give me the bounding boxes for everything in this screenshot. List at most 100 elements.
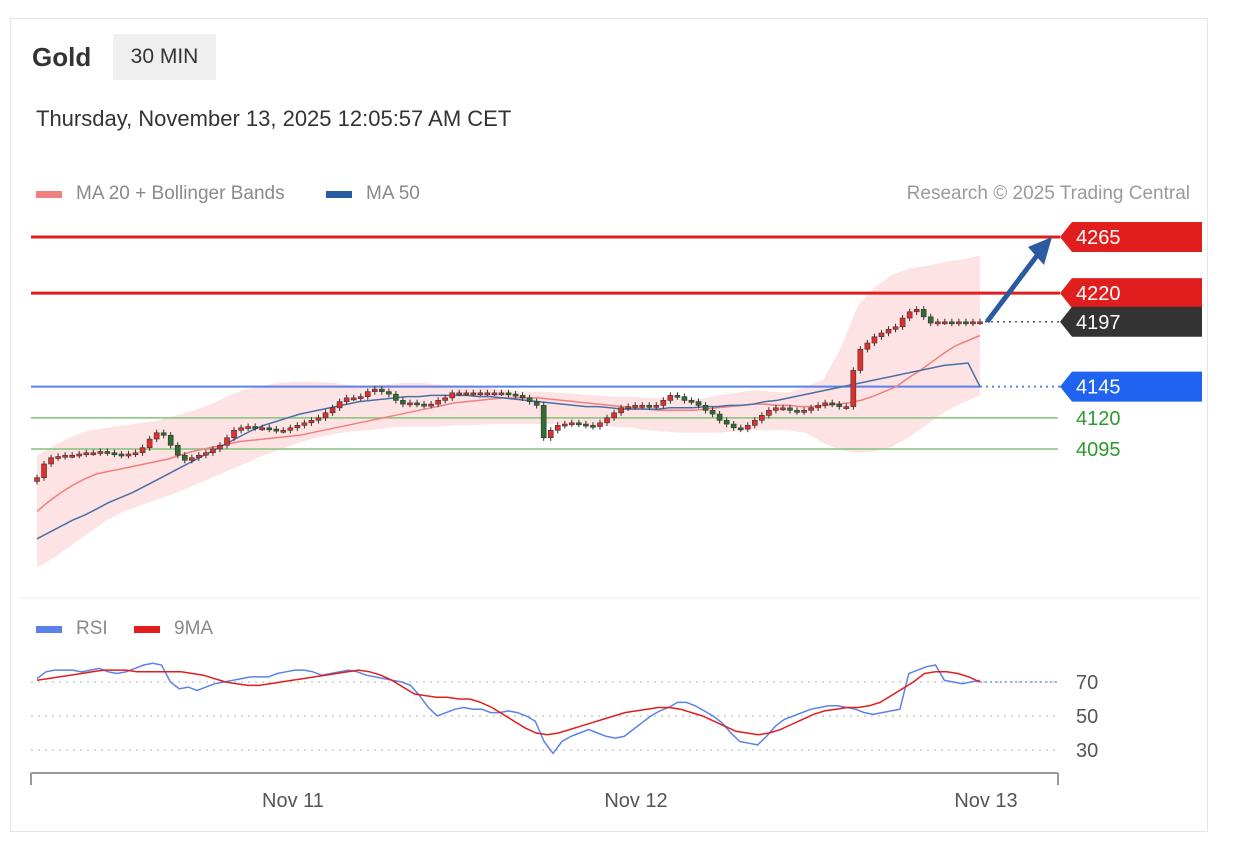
resistance-2-tag-label: 4265 (1076, 227, 1121, 249)
candle (737, 427, 744, 431)
candle (934, 321, 941, 325)
candle (878, 332, 885, 338)
candle (695, 401, 702, 406)
candle (294, 425, 301, 429)
candle (491, 392, 498, 396)
ma20-swatch (36, 190, 62, 198)
candle (217, 444, 223, 450)
candle (871, 336, 878, 344)
candle (287, 427, 294, 431)
candle (744, 425, 751, 430)
candle (104, 451, 111, 454)
candle (343, 397, 350, 402)
legend-ma50: MA 50 (326, 183, 420, 205)
legend-ma20-label: MA 20 + Bollinger Bands (76, 183, 285, 204)
target-arrow-head (1028, 237, 1052, 265)
candle (970, 321, 976, 325)
candle (336, 401, 343, 409)
candle (681, 396, 688, 401)
candle (189, 457, 195, 461)
candle (942, 321, 948, 325)
candle (716, 413, 723, 421)
candle (597, 422, 603, 427)
legend-rsi-label: RSI (76, 618, 108, 639)
support-tag-label: 4145 (1076, 377, 1121, 399)
candle (533, 401, 540, 406)
legend-rsi-ma: 9MA (134, 618, 213, 640)
candle (625, 406, 631, 409)
candle (118, 453, 125, 457)
candle (435, 400, 441, 405)
candle (90, 452, 97, 456)
candle (55, 456, 61, 459)
candle (174, 444, 181, 456)
ma50-swatch (326, 190, 352, 198)
candle (653, 405, 660, 408)
timeframe-badge[interactable]: 30 MIN (113, 34, 216, 80)
candle (139, 447, 146, 454)
candle (808, 407, 814, 411)
legend-ma20: MA 20 + Bollinger Bands (36, 183, 285, 205)
candle (892, 326, 899, 330)
candle (913, 309, 920, 313)
candle (231, 429, 237, 439)
candle (477, 392, 484, 396)
legend-rsi-ma-label: 9MA (174, 618, 214, 639)
candle (850, 370, 857, 407)
target-arrow (985, 247, 1044, 324)
support-tag (1060, 371, 1202, 402)
candle (822, 402, 828, 406)
candle (421, 403, 427, 407)
candle (456, 392, 463, 396)
candle (829, 402, 836, 406)
pivot-2-tag-label: 4095 (1076, 439, 1121, 461)
candle (540, 405, 547, 439)
candle (864, 342, 871, 350)
candle (322, 412, 329, 419)
candle (963, 321, 969, 325)
candle (153, 432, 160, 440)
candle (379, 388, 385, 392)
candle (400, 400, 406, 405)
candle (702, 405, 709, 411)
candle (301, 422, 308, 426)
candle (484, 392, 491, 396)
x-axis-label: Nov 13 (954, 790, 1017, 812)
candle (371, 388, 378, 392)
candle (407, 402, 413, 406)
candle (238, 427, 244, 431)
candle (512, 393, 519, 397)
candle (660, 400, 667, 406)
candle (836, 403, 843, 407)
candle (632, 405, 638, 408)
candle (167, 434, 174, 446)
candle (885, 328, 892, 334)
pivot-1-tag-label: 4120 (1076, 408, 1121, 430)
candle (498, 392, 505, 396)
candle (773, 407, 779, 411)
candle (899, 317, 906, 328)
candle (956, 321, 962, 325)
candle (203, 452, 209, 456)
candle (62, 454, 68, 458)
candle (794, 410, 800, 413)
candle (857, 348, 864, 371)
candle (766, 410, 772, 416)
candle (181, 454, 188, 461)
candle (69, 454, 75, 458)
candle (393, 393, 399, 401)
rsi-tick-label: 70 (1076, 672, 1098, 694)
candle (280, 429, 287, 433)
research-credit: Research © 2025 Trading Central (906, 183, 1190, 204)
candle (604, 417, 610, 424)
candle (196, 454, 202, 459)
candle (210, 448, 216, 454)
candle (442, 397, 448, 401)
rsi-swatch (36, 625, 62, 633)
resistance-1-tag (1060, 278, 1202, 309)
candle (801, 410, 807, 413)
legend-rsi: RSI (36, 618, 108, 640)
candle (949, 321, 955, 325)
candle (97, 451, 104, 454)
candle (639, 405, 646, 408)
